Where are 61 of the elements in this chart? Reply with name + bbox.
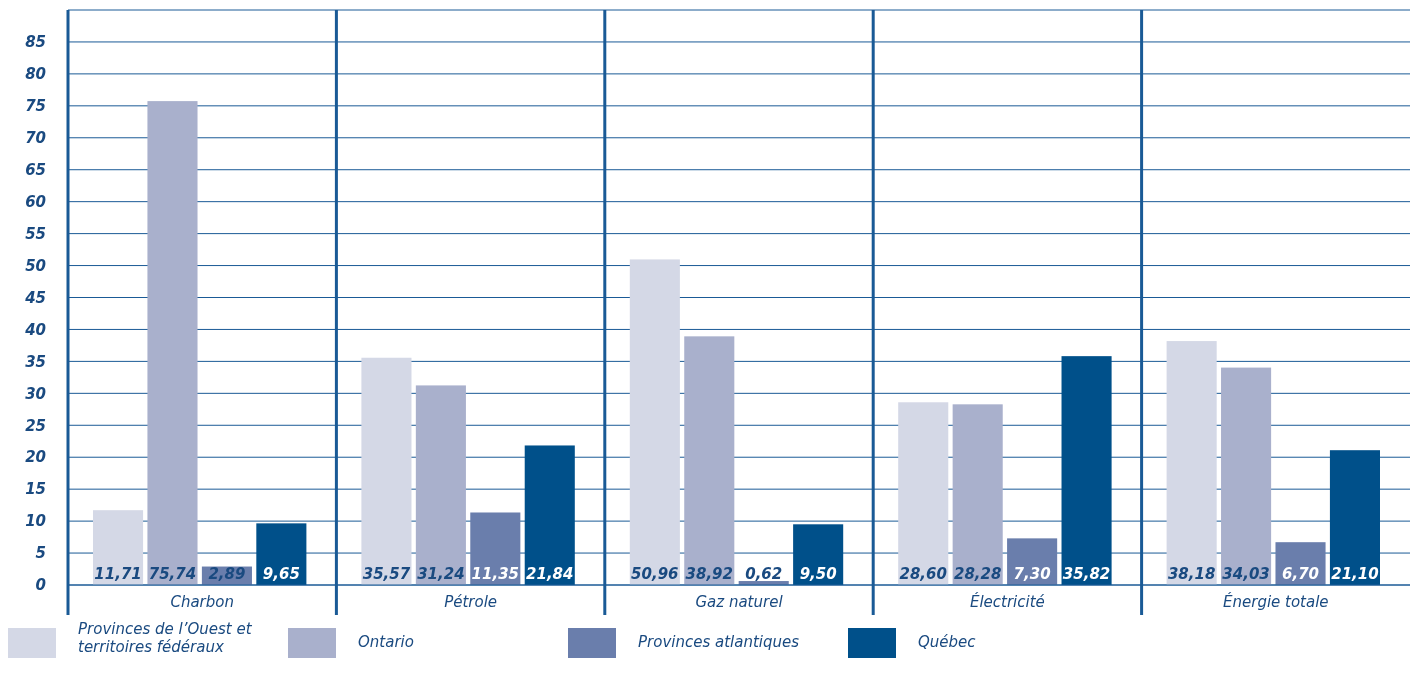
y-tick-label: 30: [25, 384, 46, 403]
data-label: 34,03: [1222, 565, 1270, 583]
y-tick-label: 50: [25, 256, 46, 275]
y-tick-label: 35: [25, 352, 46, 371]
x-tick-label: Gaz naturel: [695, 593, 784, 611]
data-label: 9,65: [262, 565, 300, 583]
data-label: 9,50: [799, 565, 837, 583]
y-tick-label: 20: [25, 448, 46, 467]
x-tick-label: Énergie totale: [1223, 592, 1329, 611]
data-label: 2,89: [208, 565, 246, 583]
y-tick-label: 80: [25, 65, 46, 84]
data-label: 35,57: [362, 565, 411, 583]
y-tick-label: 65: [25, 160, 46, 179]
data-label: 11,35: [471, 565, 520, 583]
bar: [1061, 356, 1112, 585]
y-tick-label: 60: [25, 192, 46, 211]
legend-label: Ontario: [358, 633, 414, 651]
y-tick-label: 70: [25, 129, 46, 148]
bar: [93, 510, 144, 585]
y-tick-label: 75: [25, 97, 46, 116]
y-tick-label: 15: [25, 480, 46, 499]
bar: [1166, 341, 1217, 585]
bar: [415, 385, 466, 585]
data-label: 31,24: [417, 565, 465, 583]
bar: [629, 259, 680, 585]
y-tick-label: 40: [24, 320, 46, 339]
y-tick-label: 55: [25, 224, 46, 243]
data-label: 21,84: [526, 565, 574, 583]
bar: [952, 404, 1003, 585]
bar: [1329, 450, 1380, 585]
data-label: 7,30: [1013, 565, 1051, 583]
legend-label: Provinces atlantiques: [638, 633, 800, 651]
y-tick-label: 5: [35, 544, 46, 563]
y-tick-label: 45: [24, 288, 46, 307]
data-label: 50,96: [631, 565, 679, 583]
legend-label: Québec: [918, 633, 977, 651]
bar: [524, 445, 575, 585]
bar: [147, 101, 198, 585]
data-label: 0,62: [745, 565, 783, 583]
data-label: 35,82: [1062, 565, 1111, 583]
bar: [470, 512, 521, 585]
y-tick-label: 85: [25, 33, 46, 52]
data-label: 21,10: [1331, 565, 1379, 583]
bar: [361, 357, 412, 585]
x-tick-label: Électricité: [969, 592, 1045, 611]
bar: [684, 336, 735, 585]
data-label: 6,70: [1282, 565, 1320, 583]
data-label: 75,74: [148, 565, 197, 583]
data-label: 38,18: [1167, 565, 1216, 583]
y-tick-label: 10: [25, 512, 46, 531]
y-tick-label: 25: [25, 416, 46, 435]
bar: [898, 402, 949, 585]
legend-label: Provinces de l’Ouest et territoires fédéraux: [78, 620, 253, 656]
x-tick-label: Pétrole: [444, 593, 498, 611]
data-label: 11,71: [94, 565, 142, 583]
bar: [1221, 367, 1272, 585]
data-label: 38,92: [685, 565, 734, 583]
data-label: 28,28: [953, 565, 1002, 583]
data-label: 28,60: [899, 565, 947, 583]
x-tick-label: Charbon: [170, 593, 234, 611]
y-tick-label: 0: [35, 576, 46, 595]
